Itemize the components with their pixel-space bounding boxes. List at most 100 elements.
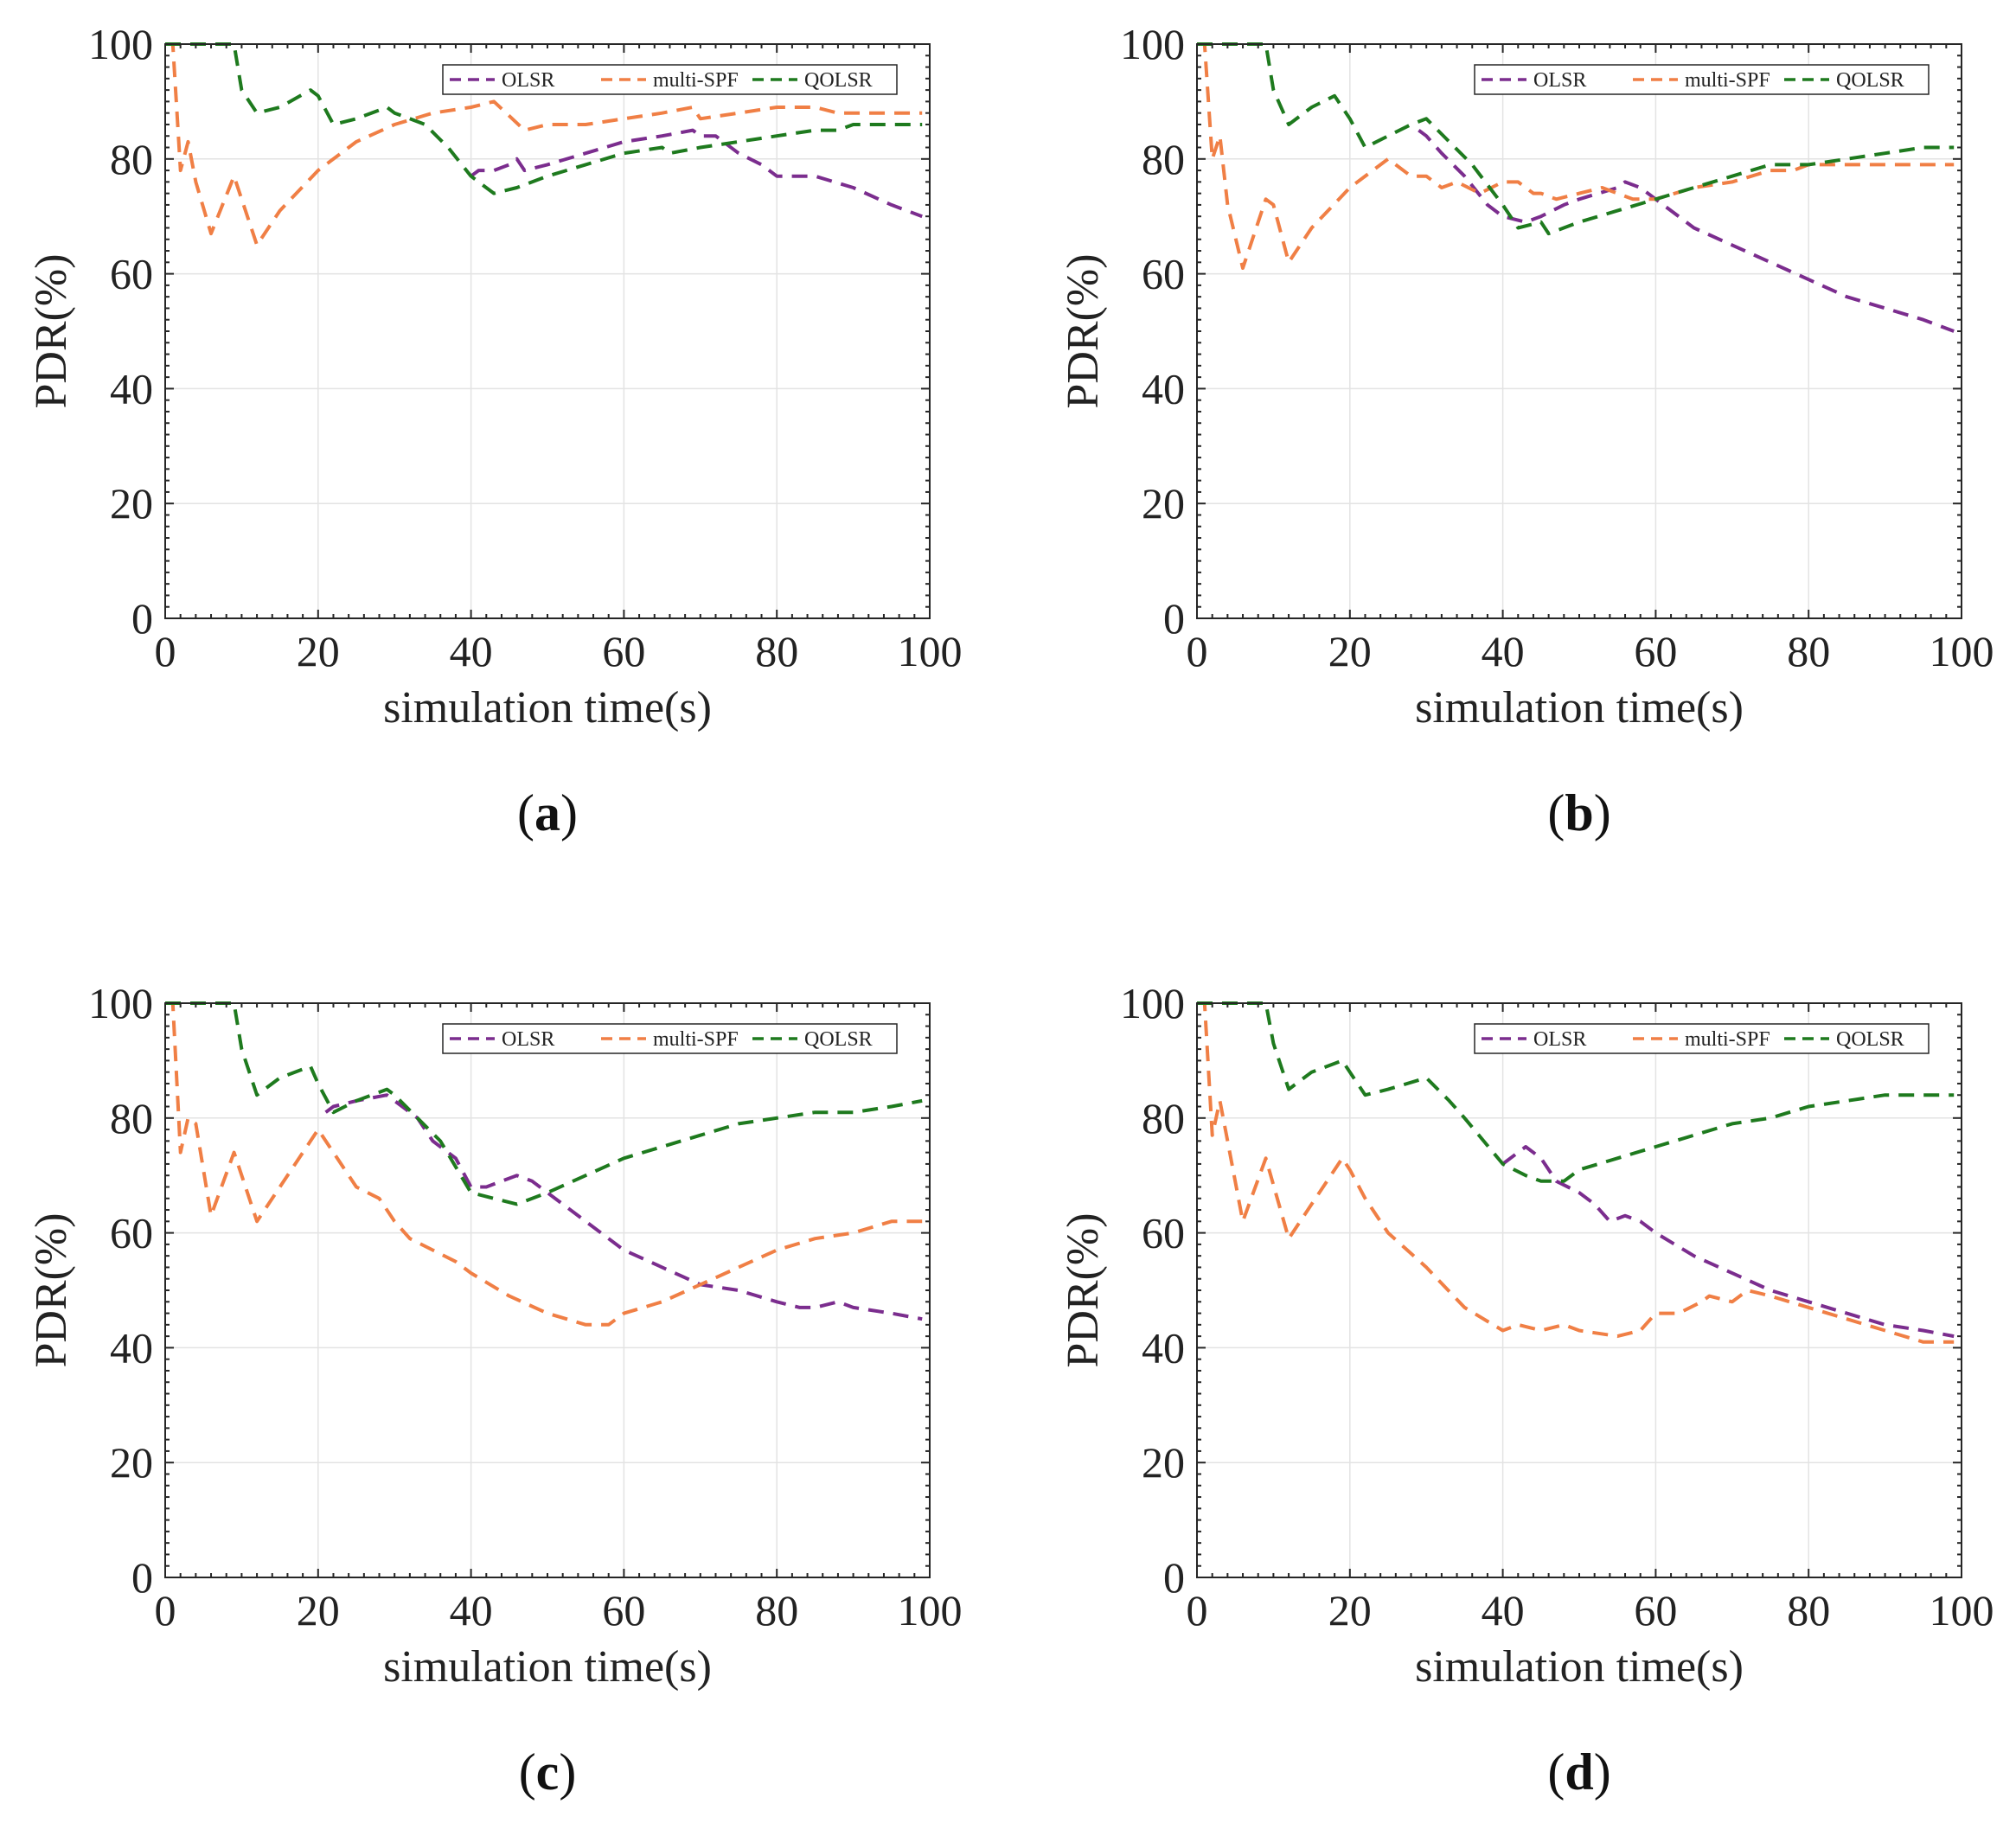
x-tick-label: 60 <box>602 627 645 675</box>
y-tick-label: 80 <box>110 1094 153 1142</box>
plot-area <box>165 44 930 618</box>
panel-a: 0 20 40 60 80 100 0 20 40 60 80 100 simulation time(… <box>27 20 963 841</box>
y-tick-label: 80 <box>110 135 153 183</box>
x-tick-label: 40 <box>1482 627 1525 675</box>
legend: OLSR multi-SPF QOLSR <box>1474 1023 1930 1054</box>
x-tick-label: 20 <box>297 627 340 675</box>
x-axis-title: simulation time(s) <box>383 683 712 732</box>
series-line-olsr <box>470 128 923 219</box>
x-axis-title: simulation time(s) <box>1415 1642 1744 1692</box>
x-axis-title: simulation time(s) <box>383 1642 712 1692</box>
y-axis-title: PDR(%) <box>27 1212 76 1367</box>
series-line-qolsr <box>1197 1001 1955 1183</box>
y-axis-title: PDR(%) <box>27 253 76 408</box>
x-tick-label: 80 <box>1787 627 1830 675</box>
x-tick-label: 20 <box>1328 1586 1372 1634</box>
x-tick-label: 0 <box>1187 627 1208 675</box>
x-tick-label: 20 <box>1328 627 1372 675</box>
plot-area <box>165 1003 930 1577</box>
panel-c: 0 20 40 60 80 100 0 20 40 60 80 100 simulation time(… <box>27 979 963 1801</box>
legend-box <box>442 1023 898 1054</box>
x-tick-label: 40 <box>450 1586 493 1634</box>
series-line-qolsr <box>1197 42 1955 236</box>
x-tick-label: 80 <box>755 1586 798 1634</box>
y-tick-label: 100 <box>88 20 153 68</box>
legend-label-olsr: OLSR <box>1533 69 1586 92</box>
x-tick-label: 40 <box>1482 1586 1525 1634</box>
x-tick-label: 80 <box>755 627 798 675</box>
y-axis-title: PDR(%) <box>1059 1212 1108 1367</box>
y-tick-label: 0 <box>1163 1553 1185 1602</box>
series-line-olsr <box>1418 129 1955 333</box>
x-tick-label: 100 <box>898 1586 963 1634</box>
legend-label-olsr: OLSR <box>502 1028 554 1051</box>
y-tick-label: 0 <box>1163 594 1185 643</box>
panel-label: (d) <box>1547 1743 1610 1801</box>
series-line-multi-spf <box>165 42 923 247</box>
legend: OLSR multi-SPF QOLSR <box>442 64 898 95</box>
panel-label: (c) <box>519 1743 577 1801</box>
panel-b: 0 20 40 60 80 100 0 20 40 60 80 100 simulation time(… <box>1059 20 1994 841</box>
series-line-olsr <box>1501 1145 1955 1339</box>
legend-label-qolsr: QOLSR <box>804 1028 873 1051</box>
x-tick-label: 20 <box>297 1586 340 1634</box>
x-axis-title: simulation time(s) <box>1415 683 1744 732</box>
x-tick-label: 0 <box>155 627 176 675</box>
panel-d: 0 20 40 60 80 100 0 20 40 60 80 100 simulation time(… <box>1059 979 1994 1801</box>
y-tick-label: 0 <box>131 1553 153 1602</box>
series-line-multi-spf <box>165 1001 923 1327</box>
legend-label-qolsr: QOLSR <box>1836 1028 1904 1051</box>
y-tick-label: 80 <box>1142 1094 1185 1142</box>
y-tick-label: 40 <box>1142 1323 1185 1372</box>
y-tick-label: 100 <box>1120 20 1185 68</box>
legend-label-qolsr: QOLSR <box>1836 69 1904 92</box>
x-tick-label: 100 <box>1930 627 1994 675</box>
y-tick-label: 20 <box>110 1438 153 1487</box>
y-tick-label: 40 <box>110 364 153 413</box>
legend-label-olsr: OLSR <box>502 69 554 92</box>
y-tick-label: 60 <box>110 250 153 298</box>
series-line-qolsr <box>165 1001 923 1206</box>
x-tick-label: 100 <box>1930 1586 1994 1634</box>
series-line-multi-spf <box>1197 42 1955 270</box>
y-tick-label: 40 <box>1142 364 1185 413</box>
y-tick-label: 100 <box>88 979 153 1027</box>
legend-box <box>1474 1023 1930 1054</box>
legend-label-multi-spf: multi-SPF <box>653 69 739 92</box>
legend: OLSR multi-SPF QOLSR <box>1474 64 1930 95</box>
y-tick-label: 60 <box>110 1209 153 1257</box>
legend-label-multi-spf: multi-SPF <box>653 1028 739 1051</box>
y-tick-label: 20 <box>1142 479 1185 528</box>
legend-label-multi-spf: multi-SPF <box>1685 1028 1770 1051</box>
plot-area <box>1197 1003 1962 1577</box>
x-tick-label: 60 <box>1634 627 1677 675</box>
plot-area <box>1197 44 1962 618</box>
y-axis-title: PDR(%) <box>1059 253 1108 408</box>
panel-label: (a) <box>517 784 578 841</box>
x-tick-label: 0 <box>155 1586 176 1634</box>
series-line-qolsr <box>165 42 923 195</box>
y-tick-label: 20 <box>1142 1438 1185 1487</box>
legend-box <box>1474 64 1930 95</box>
x-tick-label: 60 <box>602 1586 645 1634</box>
legend: OLSR multi-SPF QOLSR <box>442 1023 898 1054</box>
series-line-olsr <box>324 1093 923 1321</box>
y-tick-label: 0 <box>131 594 153 643</box>
series-line-multi-spf <box>1197 1001 1955 1344</box>
x-tick-label: 40 <box>450 627 493 675</box>
x-tick-label: 60 <box>1634 1586 1677 1634</box>
y-tick-label: 80 <box>1142 135 1185 183</box>
legend-label-qolsr: QOLSR <box>804 69 873 92</box>
legend-label-multi-spf: multi-SPF <box>1685 69 1770 92</box>
legend-box <box>442 64 898 95</box>
panel-label: (b) <box>1547 784 1610 841</box>
y-tick-label: 60 <box>1142 1209 1185 1257</box>
x-tick-label: 80 <box>1787 1586 1830 1634</box>
x-tick-label: 0 <box>1187 1586 1208 1634</box>
y-tick-label: 20 <box>110 479 153 528</box>
y-tick-label: 40 <box>110 1323 153 1372</box>
x-tick-label: 100 <box>898 627 963 675</box>
legend-label-olsr: OLSR <box>1533 1028 1586 1051</box>
y-tick-label: 60 <box>1142 250 1185 298</box>
